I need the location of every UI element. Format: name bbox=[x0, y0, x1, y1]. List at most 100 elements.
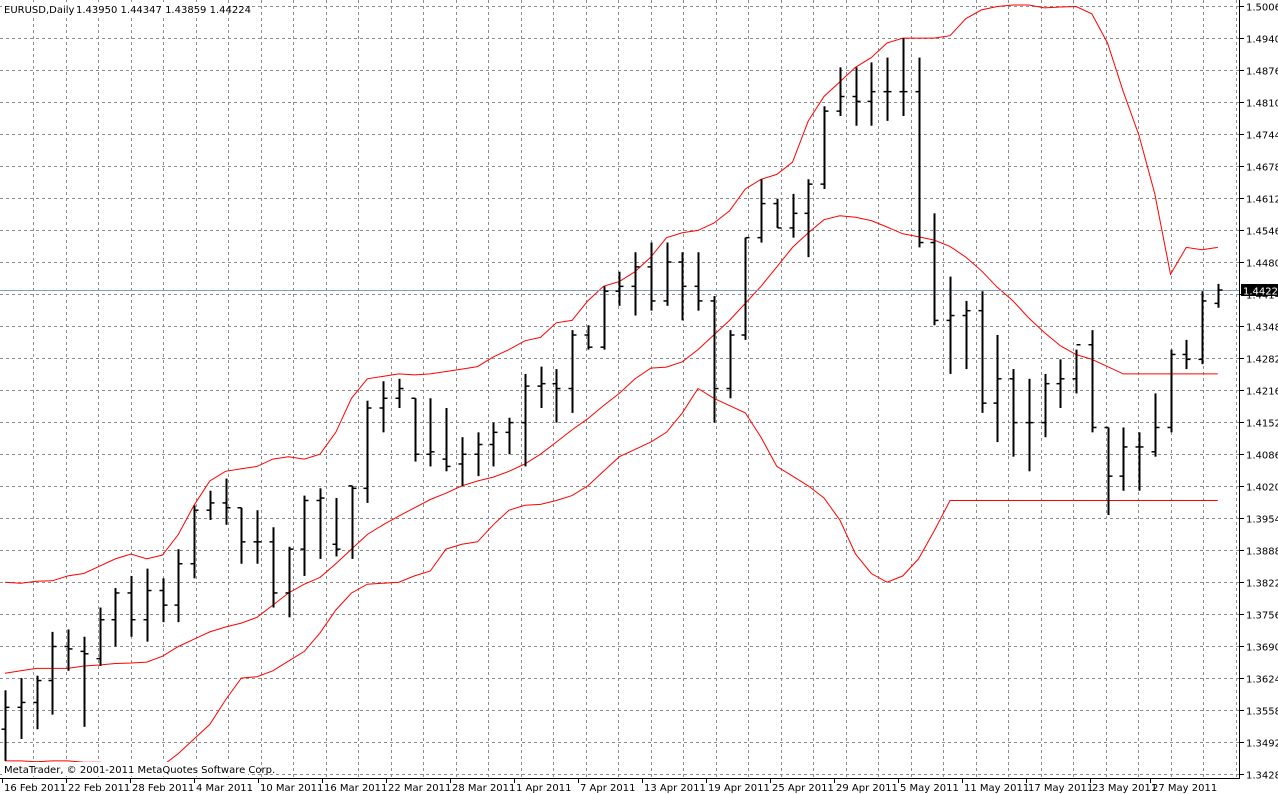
y-tick-label: 1.45460 bbox=[1246, 227, 1278, 238]
ohlc-bar bbox=[852, 67, 861, 126]
ohlc-bar bbox=[1025, 378, 1034, 472]
ohlc-bar bbox=[159, 578, 168, 623]
footer-bg bbox=[2, 762, 248, 776]
x-tick-label: 25 Apr 2011 bbox=[772, 783, 834, 794]
ohlc-bar bbox=[33, 675, 42, 730]
bollinger-bands bbox=[4, 4, 1218, 769]
header-bg bbox=[2, 2, 226, 16]
bollinger-lower-line bbox=[5, 387, 1218, 769]
ohlc-bar bbox=[521, 373, 530, 467]
x-tick-label: 4 Mar 2011 bbox=[196, 783, 253, 794]
ohlc-bar bbox=[143, 568, 152, 642]
ohlc-bar bbox=[64, 629, 73, 671]
bollinger-upper-line bbox=[4, 4, 1218, 584]
ohlc-bar bbox=[316, 488, 325, 559]
y-tick-label: 1.48760 bbox=[1246, 67, 1278, 78]
ohlc-bar bbox=[883, 57, 892, 121]
ohlc-bar bbox=[678, 252, 687, 321]
ohlc-bar bbox=[348, 485, 357, 559]
ohlc-readout: 1.43950 1.44347 1.43859 1.44224 bbox=[76, 5, 251, 16]
y-tick-label: 1.42820 bbox=[1246, 355, 1278, 366]
current-price-label: 1.44224 bbox=[1241, 284, 1278, 298]
ohlc-bar bbox=[1135, 432, 1144, 491]
x-tick-label: 28 Feb 2011 bbox=[132, 783, 194, 794]
y-tick-label: 1.46120 bbox=[1246, 195, 1278, 206]
x-tick-label: 5 May 2011 bbox=[900, 783, 959, 794]
x-tick-label: 23 May 2011 bbox=[1092, 783, 1157, 794]
x-tick-label: 29 Apr 2011 bbox=[836, 783, 898, 794]
ohlc-bar bbox=[426, 398, 435, 467]
ohlc-bar bbox=[505, 417, 514, 455]
ohlc-bar bbox=[1, 690, 10, 761]
ohlc-bar bbox=[111, 588, 120, 647]
x-tick-label: 1 Apr 2011 bbox=[516, 783, 571, 794]
copyright-label: MetaTrader, © 2001-2011 MetaQuotes Softw… bbox=[4, 765, 275, 776]
ohlc-bar bbox=[930, 213, 939, 326]
ohlc-bar bbox=[17, 678, 26, 739]
ohlc-bar bbox=[206, 490, 215, 520]
x-tick-label: 10 Mar 2011 bbox=[260, 783, 323, 794]
ohlc-bar bbox=[993, 335, 1002, 443]
ohlc-bar bbox=[836, 67, 845, 116]
ohlc-bar bbox=[537, 366, 546, 409]
ohlc-bar bbox=[269, 527, 278, 608]
ohlc-bar bbox=[96, 607, 105, 666]
ohlc-bar bbox=[253, 510, 262, 564]
y-tick-label: 1.44800 bbox=[1246, 259, 1278, 270]
ohlc-bar bbox=[899, 38, 908, 116]
x-tick-label: 22 Feb 2011 bbox=[68, 783, 130, 794]
y-tick-label: 1.46780 bbox=[1246, 163, 1278, 174]
y-tick-label: 1.34920 bbox=[1246, 739, 1278, 750]
bollinger-middle-line bbox=[4, 215, 1218, 674]
ohlc-bar bbox=[190, 505, 199, 579]
y-tick-label: 1.43480 bbox=[1246, 323, 1278, 334]
y-tick-label: 1.39540 bbox=[1246, 515, 1278, 526]
y-axis: 1.50060 1.49400 1.48760 1.48100 1.47440 1.467… bbox=[1240, 3, 1278, 782]
ohlc-bar bbox=[411, 397, 420, 462]
ohlc-bar bbox=[285, 546, 294, 618]
ohlc-bar bbox=[127, 575, 136, 637]
x-tick-label: 7 Apr 2011 bbox=[580, 783, 635, 794]
ohlc-bar bbox=[789, 193, 798, 238]
y-tick-label: 1.50060 bbox=[1246, 3, 1278, 14]
ohlc-bar bbox=[631, 252, 640, 316]
ohlc-bar bbox=[978, 291, 987, 413]
ohlc-bar bbox=[1151, 393, 1160, 457]
y-tick-label: 1.38880 bbox=[1246, 547, 1278, 558]
ohlc-bars bbox=[1, 38, 1223, 761]
y-tick-label: 1.40200 bbox=[1246, 483, 1278, 494]
ohlc-bar bbox=[379, 381, 388, 433]
y-tick-label: 1.34280 bbox=[1246, 771, 1278, 782]
ohlc-bar bbox=[300, 495, 309, 576]
ohlc-bar bbox=[1182, 339, 1191, 370]
x-tick-label: 13 Apr 2011 bbox=[644, 783, 706, 794]
x-tick-label: 19 Apr 2011 bbox=[708, 783, 770, 794]
ohlc-bar bbox=[442, 408, 451, 472]
x-tick-label: 11 May 2011 bbox=[964, 783, 1029, 794]
ohlc-bar bbox=[1009, 369, 1018, 457]
y-tick-label: 1.48100 bbox=[1246, 99, 1278, 110]
ohlc-bar bbox=[1198, 291, 1207, 365]
ohlc-bar bbox=[458, 437, 467, 486]
ohlc-bar bbox=[915, 57, 924, 248]
x-tick-label: 27 May 2011 bbox=[1152, 783, 1217, 794]
ohlc-bar bbox=[363, 400, 372, 503]
y-tick-label: 1.35580 bbox=[1246, 707, 1278, 718]
ohlc-bar bbox=[174, 549, 183, 623]
x-tick-label: 17 May 2011 bbox=[1028, 783, 1093, 794]
ohlc-bar bbox=[237, 507, 246, 564]
y-tick-label: 1.40860 bbox=[1246, 451, 1278, 462]
ohlc-bar bbox=[1056, 359, 1065, 409]
y-tick-label: 1.36900 bbox=[1246, 643, 1278, 654]
x-tick-label: 16 Feb 2011 bbox=[4, 783, 66, 794]
ohlc-bar bbox=[694, 252, 703, 311]
ohlc-bar bbox=[1041, 373, 1050, 438]
ohlc-bar bbox=[757, 179, 766, 243]
ohlc-bar bbox=[1072, 343, 1081, 394]
ohlc-bar bbox=[474, 432, 483, 477]
ohlc-bar bbox=[584, 325, 593, 350]
ohlc-bar bbox=[615, 271, 624, 306]
ohlc-bar bbox=[1104, 426, 1113, 516]
ohlc-bar bbox=[568, 330, 577, 413]
